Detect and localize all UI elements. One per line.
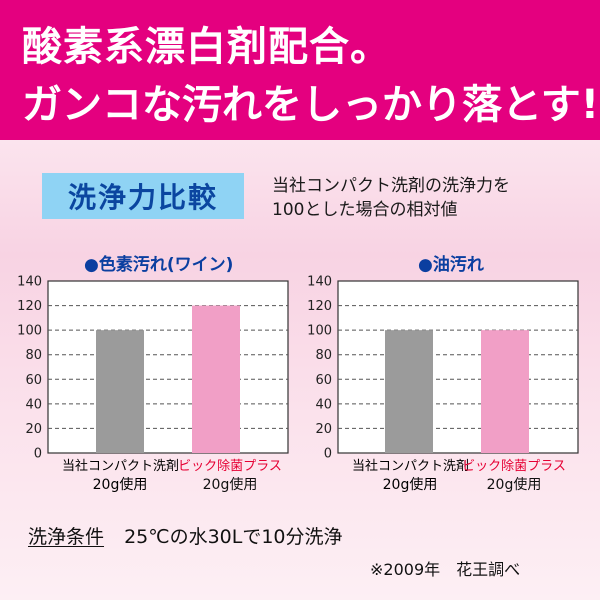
wash-conditions-label: 洗浄条件 bbox=[28, 526, 105, 548]
chart0-xlabel-1: ビック除菌プラス 20g使用 bbox=[172, 458, 288, 494]
chart1-ytick-120: 120 bbox=[307, 299, 332, 314]
chart0-bar-1 bbox=[192, 305, 240, 453]
chart1-ytick-20: 20 bbox=[315, 422, 332, 437]
chart1-bar-0 bbox=[385, 330, 433, 453]
comparison-description-line2: 100とした場合の相対値 bbox=[272, 200, 458, 220]
wash-conditions: 洗浄条件 25℃の水30Lで10分洗浄 bbox=[28, 522, 343, 549]
chart1-xlabel-1-unit: 20g使用 bbox=[486, 477, 542, 493]
chart0-xlabel-0-name: 当社コンパクト洗剤 bbox=[62, 459, 180, 474]
chart1-ytick-140: 140 bbox=[307, 275, 332, 290]
chart1-xlabel-0: 当社コンパクト洗剤 20g使用 bbox=[352, 458, 470, 494]
chart1-ytick-40: 40 bbox=[315, 397, 332, 412]
chart0-xlabel-1-unit: 20g使用 bbox=[202, 477, 258, 493]
chart1-ytick-80: 80 bbox=[315, 348, 332, 363]
chart-title-pigment-stain: ●色素汚れ(ワイン) bbox=[84, 255, 234, 275]
comparison-description-line1: 当社コンパクト洗剤の洗浄力を bbox=[272, 176, 510, 196]
wash-conditions-text: 25℃の水30Lで10分洗浄 bbox=[124, 526, 343, 548]
chart1-ytick-100: 100 bbox=[307, 324, 332, 339]
chart1-ytick-0: 0 bbox=[324, 447, 332, 462]
chart0-ytick-0: 0 bbox=[34, 447, 42, 462]
chart0-plot-area bbox=[47, 280, 289, 454]
chart0-ytick-20: 20 bbox=[25, 422, 42, 437]
chart1-plot-area bbox=[337, 280, 579, 454]
chart-title-oil-stain: ●油汚れ bbox=[418, 255, 484, 275]
chart1-xlabel-1-name: ビック除菌プラス bbox=[462, 459, 566, 474]
chart0-xlabel-1-name: ビック除菌プラス bbox=[178, 459, 282, 474]
headline-line2: ガンコな汚れをしっかり落とす! bbox=[22, 82, 600, 128]
chart1-xlabel-0-name: 当社コンパクト洗剤 bbox=[352, 459, 470, 474]
chart1-bar-1 bbox=[481, 330, 529, 453]
comparison-description: 当社コンパクト洗剤の洗浄力を 100とした場合の相対値 bbox=[272, 174, 592, 222]
chart0-ytick-140: 140 bbox=[17, 275, 42, 290]
chart0-ytick-60: 60 bbox=[25, 373, 42, 388]
chart1-xlabel-0-unit: 20g使用 bbox=[382, 477, 438, 493]
chart0-ytick-40: 40 bbox=[25, 397, 42, 412]
comparison-label: 洗浄力比較 bbox=[42, 173, 244, 219]
chart1-ytick-60: 60 bbox=[315, 373, 332, 388]
chart0-ytick-100: 100 bbox=[17, 324, 42, 339]
headline-line1: 酸素系漂白剤配合。 bbox=[22, 24, 391, 70]
chart1-xlabel-1: ビック除菌プラス 20g使用 bbox=[456, 458, 572, 494]
chart0-ytick-120: 120 bbox=[17, 299, 42, 314]
chart0-xlabel-0-unit: 20g使用 bbox=[92, 477, 148, 493]
source-note: ※2009年 花王調べ bbox=[370, 560, 521, 579]
headline-banner: 酸素系漂白剤配合。 ガンコな汚れをしっかり落とす! bbox=[0, 0, 600, 140]
chart0-bar-0 bbox=[96, 330, 144, 453]
chart0-ytick-80: 80 bbox=[25, 348, 42, 363]
chart0-xlabel-0: 当社コンパクト洗剤 20g使用 bbox=[62, 458, 180, 494]
